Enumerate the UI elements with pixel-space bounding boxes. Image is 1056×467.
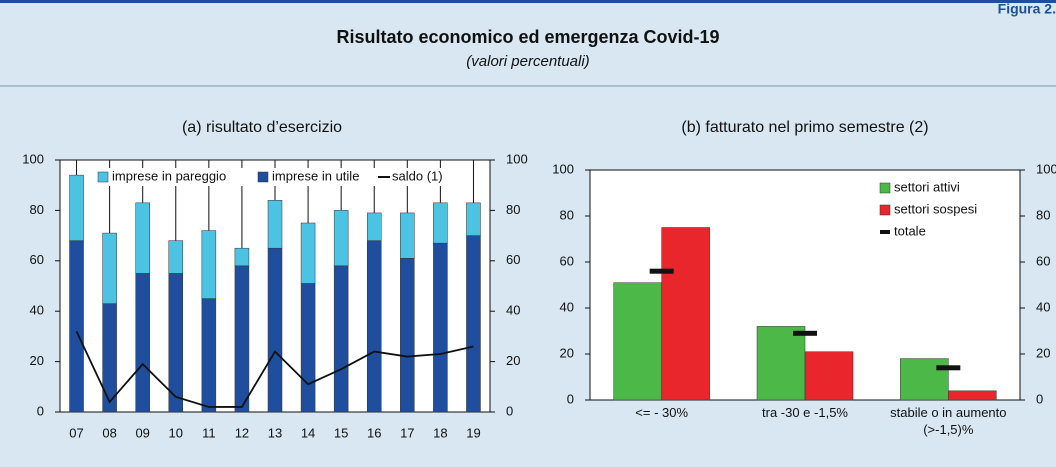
y2-tick-label: 80 (1036, 207, 1050, 222)
y2-tick-label: 20 (1036, 345, 1050, 360)
bar (466, 235, 481, 413)
bar (948, 390, 997, 401)
legend-swatch (880, 230, 890, 234)
bar (168, 240, 184, 274)
legend-bg (90, 168, 460, 186)
y2-tick-label: 0 (506, 403, 513, 418)
y-tick-label: 40 (560, 299, 574, 314)
marker (793, 330, 817, 336)
bar (756, 326, 806, 401)
y-tick-label: 80 (560, 207, 574, 222)
x-tick-label: 11 (202, 425, 216, 440)
y-tick-label: 20 (560, 345, 574, 360)
bar (400, 212, 415, 259)
y-tick-label: 100 (22, 151, 44, 166)
bar (400, 258, 415, 413)
x-tick-label: 17 (400, 425, 414, 440)
bar (102, 232, 117, 304)
y2-tick-label: 0 (1036, 391, 1043, 406)
x-tick-label: 14 (301, 425, 315, 440)
y-tick-label: 60 (30, 252, 44, 267)
y-tick-label: 20 (30, 353, 44, 368)
line-series (75, 330, 474, 408)
bar (300, 222, 316, 284)
marker (649, 268, 674, 274)
legend-swatch (879, 204, 891, 216)
bar (900, 358, 949, 401)
bar (333, 210, 349, 267)
top-rule (0, 0, 1056, 3)
x-tick-label: tra -30 e -1,5% (762, 405, 848, 420)
x-tick-label-line: (>-1,5)% (923, 422, 974, 437)
legend-label: totale (894, 223, 926, 238)
x-tick-label: 16 (367, 425, 381, 440)
x-tick-label: 15 (334, 425, 348, 440)
x-tick-label: 09 (135, 425, 149, 440)
bar (234, 247, 250, 267)
chart-title: (a) risultato d’esercizio (182, 119, 342, 136)
legend-label: settori attivi (894, 179, 960, 194)
bar (804, 351, 854, 401)
legend-label: settori sospesi (894, 201, 977, 216)
x-tick-label: 10 (169, 425, 183, 440)
bar (267, 247, 283, 413)
figure-subtitle: (valori percentuali) (466, 53, 589, 70)
legend-swatch (97, 171, 109, 183)
x-tick-label: 07 (69, 425, 83, 440)
y2-tick-label: 80 (506, 202, 520, 217)
bar (201, 230, 217, 299)
y2-tick-label: 60 (1036, 253, 1050, 268)
legend-swatch (879, 182, 891, 194)
bar (433, 202, 448, 244)
x-tick-label: 08 (102, 425, 116, 440)
x-tick-label-line: tra -30 e -1,5% (762, 405, 848, 420)
bar (366, 240, 382, 413)
legend-swatch (257, 171, 269, 183)
bar (433, 242, 448, 413)
y2-tick-label: 40 (506, 303, 520, 318)
y2-tick-label: 100 (1036, 161, 1056, 176)
figure-title: Risultato economico ed emergenza Covid-1… (336, 27, 719, 47)
x-tick-label: <= - 30% (635, 405, 688, 420)
y2-tick-label: 40 (1036, 299, 1050, 314)
legend-label: imprese in pareggio (112, 168, 226, 183)
bar (201, 298, 217, 413)
bar (135, 202, 150, 274)
x-tick-label: 12 (235, 425, 249, 440)
marker (936, 365, 961, 371)
x-tick-label: 19 (466, 425, 480, 440)
bar (333, 265, 349, 413)
bar (69, 240, 84, 413)
y2-tick-label: 20 (506, 353, 520, 368)
bar (613, 282, 662, 401)
y-tick-label: 80 (30, 202, 44, 217)
y-tick-label: 100 (552, 161, 574, 176)
y2-tick-label: 100 (506, 151, 528, 166)
y-tick-label: 0 (567, 391, 574, 406)
bar (69, 174, 84, 241)
y2-tick-label: 60 (506, 252, 520, 267)
legend-label: saldo (1) (392, 168, 443, 183)
bar (300, 283, 316, 413)
bar (661, 227, 710, 401)
bar (135, 273, 150, 413)
bar (466, 202, 481, 236)
y-tick-label: 0 (37, 403, 44, 418)
x-tick-label-line: stabile o in aumento (890, 405, 1006, 420)
x-tick-label: 13 (268, 425, 282, 440)
legend-label: imprese in utile (272, 168, 359, 183)
y-tick-label: 60 (560, 253, 574, 268)
x-tick-label: stabile o in aumento (>-1,5)% (890, 405, 1006, 437)
y-tick-label: 40 (30, 303, 44, 318)
legend-bg (870, 176, 1016, 242)
chart-title: (b) fatturato nel primo semestre (2) (681, 119, 928, 136)
bar (267, 200, 283, 249)
x-tick-label-line: <= - 30% (635, 405, 688, 420)
figure-label: Figura 2. (998, 1, 1056, 17)
x-tick-label: 18 (433, 425, 447, 440)
bar (366, 212, 382, 241)
bar (234, 265, 250, 413)
